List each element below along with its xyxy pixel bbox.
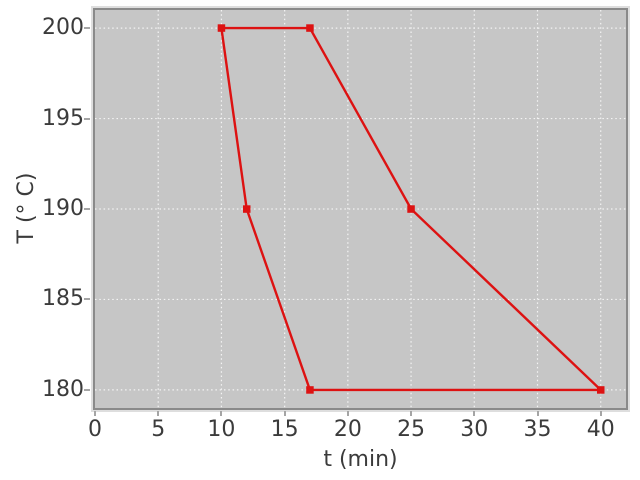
x-tick-label: 40 bbox=[586, 417, 615, 442]
data-point-marker bbox=[306, 386, 314, 394]
y-tick-label: 200 bbox=[42, 15, 84, 41]
x-tick-mark bbox=[410, 411, 413, 416]
y-tick-label: 195 bbox=[42, 105, 84, 131]
data-point-marker bbox=[306, 24, 314, 32]
y-tick-mark bbox=[84, 388, 90, 391]
y-tick-label: 180 bbox=[42, 376, 84, 402]
x-tick-label: 0 bbox=[88, 417, 102, 442]
x-tick-label: 10 bbox=[207, 417, 236, 442]
y-axis-title: T (° C) bbox=[14, 172, 39, 244]
y-tick-label: 185 bbox=[42, 286, 84, 312]
y-tick-mark bbox=[84, 27, 90, 30]
y-tick-mark bbox=[84, 298, 90, 301]
x-tick-mark bbox=[283, 411, 286, 416]
x-tick-label: 15 bbox=[270, 417, 299, 442]
data-point-marker bbox=[243, 205, 251, 213]
y-tick-mark bbox=[84, 117, 90, 120]
plot-canvas bbox=[95, 10, 626, 408]
x-tick-label: 20 bbox=[333, 417, 362, 442]
x-tick-mark bbox=[157, 411, 160, 416]
y-tick-label: 190 bbox=[42, 196, 84, 221]
x-tick-label: 5 bbox=[151, 417, 166, 442]
x-tick-label: 25 bbox=[397, 417, 426, 442]
x-axis-title: t (min) bbox=[323, 447, 398, 472]
data-point-marker bbox=[217, 24, 226, 32]
x-tick-mark bbox=[536, 411, 539, 416]
x-tick-mark bbox=[473, 411, 476, 416]
x-tick-label: 35 bbox=[523, 417, 552, 442]
x-tick-label: 30 bbox=[460, 417, 489, 442]
x-tick-mark bbox=[346, 411, 349, 416]
y-tick-mark bbox=[84, 208, 90, 210]
plot-area bbox=[93, 8, 628, 410]
x-tick-mark bbox=[599, 411, 602, 416]
x-tick-mark bbox=[94, 411, 96, 416]
data-point-marker bbox=[407, 205, 415, 213]
data-point-marker bbox=[597, 386, 605, 394]
x-tick-mark bbox=[220, 411, 223, 416]
